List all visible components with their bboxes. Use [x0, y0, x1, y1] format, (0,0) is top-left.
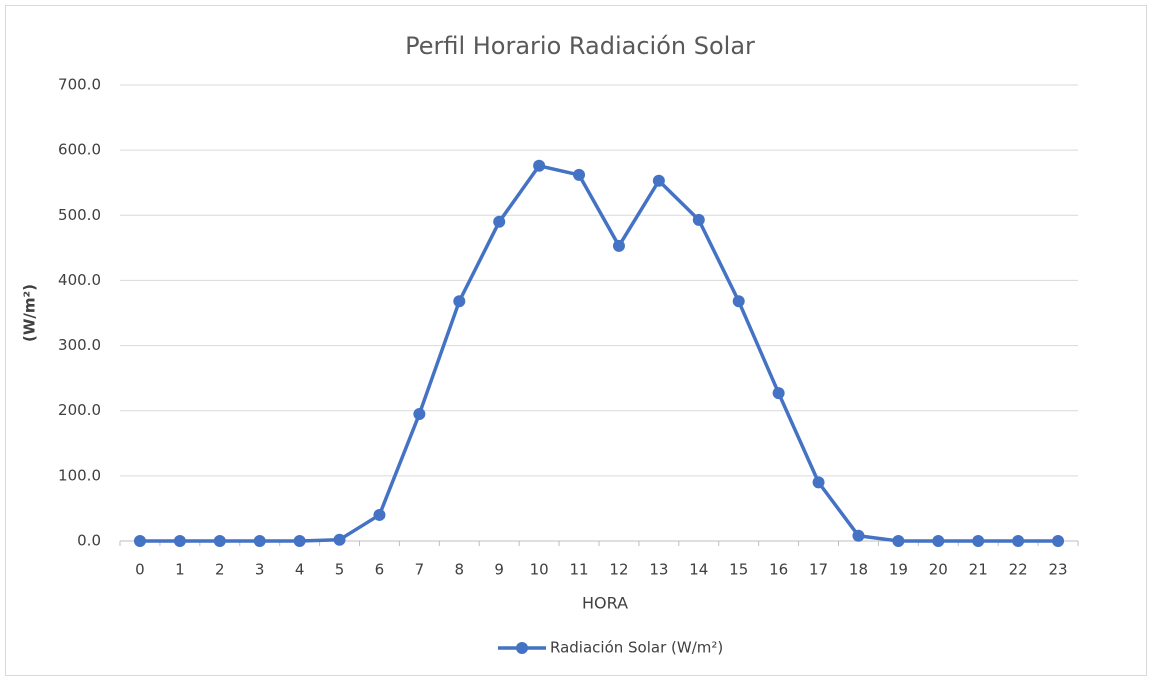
x-tick-label: 0	[135, 561, 145, 579]
legend-marker	[516, 642, 528, 654]
chart-title: Perfil Horario Radiación Solar	[405, 32, 755, 60]
point	[812, 476, 825, 489]
y-tick-label: 600.0	[58, 141, 101, 159]
series-line	[139, 164, 1059, 543]
point	[612, 239, 625, 252]
point	[732, 295, 745, 308]
y-tick-label: 700.0	[58, 76, 101, 94]
point	[333, 533, 346, 546]
x-tick-label: 12	[609, 561, 628, 579]
chart-border	[5, 5, 1147, 676]
point	[533, 159, 546, 172]
point	[253, 535, 266, 547]
x-tick-label: 7	[415, 561, 425, 579]
point	[772, 387, 785, 400]
point	[573, 168, 586, 181]
x-tick-label: 3	[255, 561, 265, 579]
x-tick-label: 10	[530, 561, 549, 579]
x-tick-label: 13	[649, 561, 668, 579]
x-tick-label: 14	[689, 561, 708, 579]
point	[373, 508, 386, 521]
y-tick-label: 0.0	[77, 532, 101, 550]
x-tick-label: 17	[809, 561, 828, 579]
x-tick-label: 5	[335, 561, 345, 579]
point	[173, 535, 186, 547]
x-axis-label: HORA	[582, 594, 628, 613]
y-tick-label: 500.0	[58, 206, 101, 224]
x-tick-label: 2	[215, 561, 225, 579]
x-tick-label: 11	[569, 561, 588, 579]
point	[652, 174, 665, 187]
point	[1052, 535, 1065, 547]
point	[493, 215, 506, 228]
point	[213, 535, 226, 547]
point	[692, 213, 705, 226]
point	[932, 535, 945, 547]
point	[133, 535, 146, 547]
point	[972, 535, 985, 547]
point	[1012, 535, 1025, 547]
y-axis-label: (W/m²)	[21, 284, 39, 342]
legend-label: Radiación Solar (W/m²)	[550, 639, 723, 657]
x-tick-label: 23	[1048, 561, 1067, 579]
x-tick-label: 1	[175, 561, 185, 579]
x-tick-label: 19	[889, 561, 908, 579]
y-tick-label: 200.0	[58, 401, 101, 419]
x-tick-label: 6	[375, 561, 385, 579]
y-tick-label: 100.0	[58, 466, 101, 484]
point	[413, 407, 426, 420]
x-tick-label: 15	[729, 561, 748, 579]
x-tick-label: 18	[849, 561, 868, 579]
x-tick-label: 16	[769, 561, 788, 579]
point	[453, 295, 466, 308]
point	[293, 535, 306, 547]
x-tick-label: 8	[455, 561, 465, 579]
x-tick-label: 21	[969, 561, 988, 579]
point	[852, 529, 865, 542]
x-tick-label: 4	[295, 561, 305, 579]
x-tick-label: 20	[929, 561, 948, 579]
point	[892, 535, 905, 547]
y-tick-label: 400.0	[58, 271, 101, 289]
x-tick-label: 9	[494, 561, 504, 579]
x-tick-label: 22	[1009, 561, 1028, 579]
y-tick-label: 300.0	[58, 336, 101, 354]
